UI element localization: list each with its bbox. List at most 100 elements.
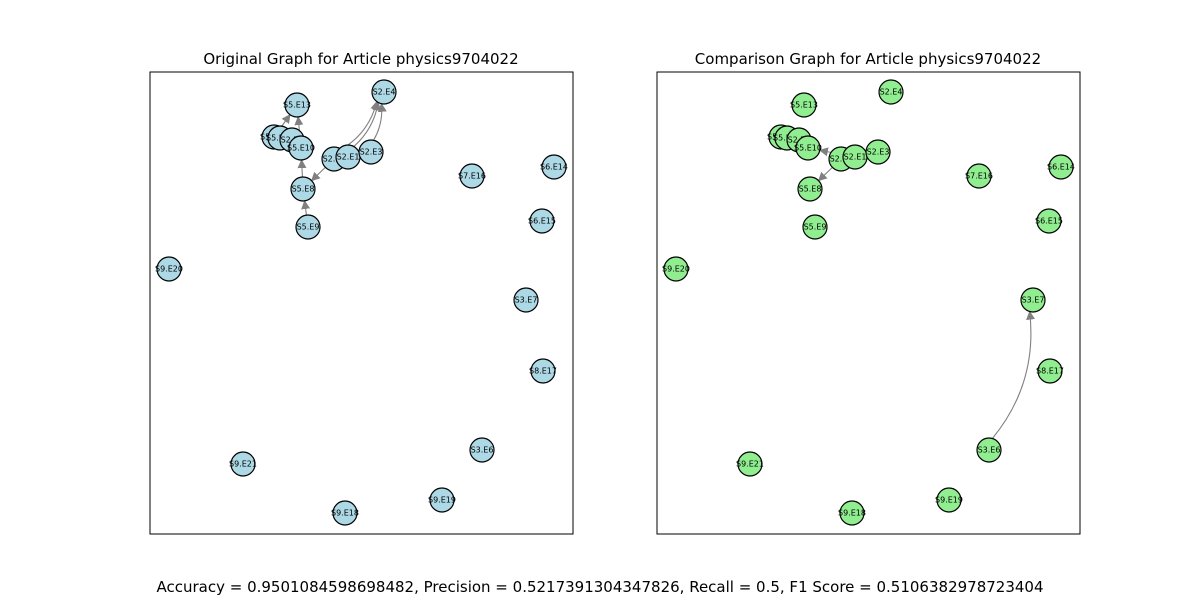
node-label: S2.E4 bbox=[880, 88, 903, 97]
node-S7.E16: S7.E16 bbox=[965, 163, 993, 189]
node-circle bbox=[529, 208, 555, 234]
comparison-graph-title: Comparison Graph for Article physics9704… bbox=[695, 50, 1041, 68]
node-circle bbox=[459, 163, 485, 189]
node-label: S5.E9 bbox=[804, 223, 827, 232]
node-S3.E6: S3.E6 bbox=[976, 437, 1002, 463]
node-label: S3.E7 bbox=[1022, 296, 1045, 305]
node-circle bbox=[839, 500, 865, 526]
node-S5.E9: S5.E9 bbox=[295, 214, 321, 240]
node-label: S2.E1 bbox=[844, 153, 867, 162]
edge-S5.E12-to-S5.E13 bbox=[280, 114, 291, 128]
node-S6.E14: S6.E14 bbox=[540, 154, 568, 180]
node-circle bbox=[663, 256, 689, 282]
node-circle bbox=[513, 287, 539, 313]
node-circle bbox=[371, 79, 397, 105]
node-circle bbox=[1020, 287, 1046, 313]
original-graph-title: Original Graph for Article physics970402… bbox=[203, 50, 518, 68]
node-label: S6.E14 bbox=[1047, 163, 1075, 172]
node-S2.E4: S2.E4 bbox=[878, 79, 904, 105]
node-circle bbox=[936, 487, 962, 513]
node-circle bbox=[1036, 208, 1062, 234]
node-circle bbox=[541, 154, 567, 180]
node-circle bbox=[295, 214, 321, 240]
comparison-graph-panel: Comparison Graph for Article physics9704… bbox=[656, 50, 1081, 535]
node-circle bbox=[1048, 154, 1074, 180]
node-label: S9.E18 bbox=[838, 509, 866, 518]
node-circle bbox=[290, 176, 316, 202]
node-S3.E7: S3.E7 bbox=[1020, 287, 1046, 313]
node-label: S3.E6 bbox=[471, 446, 494, 455]
original-graph-panel: Original Graph for Article physics970402… bbox=[149, 50, 574, 535]
node-label: S2.E2 bbox=[830, 155, 853, 164]
node-S2.E1: S2.E1 bbox=[335, 144, 361, 170]
node-S3.E6: S3.E6 bbox=[469, 437, 495, 463]
node-label: S5.E10 bbox=[794, 144, 822, 153]
node-circle bbox=[737, 451, 763, 477]
node-circle bbox=[966, 163, 992, 189]
node-S9.E20: S9.E20 bbox=[155, 256, 183, 282]
node-S7.E16: S7.E16 bbox=[458, 163, 486, 189]
edge-S2.E2-to-S5.E8 bbox=[310, 166, 326, 182]
node-circle bbox=[791, 92, 817, 118]
node-circle bbox=[284, 92, 310, 118]
node-circle bbox=[795, 135, 821, 161]
node-label: S9.E20 bbox=[155, 265, 183, 274]
node-label: S9.E20 bbox=[662, 265, 690, 274]
node-S2.E4: S2.E4 bbox=[371, 79, 397, 105]
node-label: S9.E21 bbox=[736, 460, 764, 469]
original-graph-frame bbox=[149, 71, 574, 535]
node-label: S2.E4 bbox=[373, 88, 396, 97]
node-S2.E3: S2.E3 bbox=[865, 139, 891, 165]
node-circle bbox=[332, 500, 358, 526]
metrics-summary: Accuracy = 0.9501084598698482, Precision… bbox=[156, 578, 1044, 596]
node-circle bbox=[230, 451, 256, 477]
node-S5.E8: S5.E8 bbox=[290, 176, 316, 202]
node-label: S2.E1 bbox=[337, 153, 360, 162]
node-label: S9.E19 bbox=[428, 496, 456, 505]
node-S6.E14: S6.E14 bbox=[1047, 154, 1075, 180]
node-label: S9.E21 bbox=[229, 460, 257, 469]
node-label: S5.E8 bbox=[292, 185, 315, 194]
edge-S2.E2-to-S5.E8 bbox=[817, 166, 833, 182]
node-S5.E8: S5.E8 bbox=[797, 176, 823, 202]
edge-S5.E9-to-S5.E8 bbox=[301, 200, 311, 216]
node-S9.E19: S9.E19 bbox=[428, 487, 456, 513]
node-label: S8.E17 bbox=[529, 367, 557, 376]
node-label: S5.E10 bbox=[287, 144, 315, 153]
node-S5.E10: S5.E10 bbox=[794, 135, 822, 161]
node-label: S3.E6 bbox=[978, 446, 1001, 455]
node-S8.E17: S8.E17 bbox=[529, 358, 557, 384]
node-S6.E15: S6.E15 bbox=[528, 208, 556, 234]
node-circle bbox=[1037, 358, 1063, 384]
node-label: S5.E13 bbox=[790, 101, 818, 110]
node-S9.E21: S9.E21 bbox=[736, 451, 764, 477]
node-label: S8.E17 bbox=[1036, 367, 1064, 376]
node-label: S6.E15 bbox=[528, 217, 556, 226]
node-circle bbox=[288, 135, 314, 161]
node-S2.E3: S2.E3 bbox=[358, 139, 384, 165]
node-label: S9.E19 bbox=[935, 496, 963, 505]
node-S2.E1: S2.E1 bbox=[842, 144, 868, 170]
node-S5.E13: S5.E13 bbox=[790, 92, 818, 118]
node-circle bbox=[469, 437, 495, 463]
comparison-graph-frame bbox=[656, 71, 1081, 535]
node-S9.E18: S9.E18 bbox=[331, 500, 359, 526]
node-circle bbox=[865, 139, 891, 165]
node-label: S7.E16 bbox=[965, 172, 993, 181]
node-circle bbox=[878, 79, 904, 105]
node-circle bbox=[976, 437, 1002, 463]
node-S5.E13: S5.E13 bbox=[283, 92, 311, 118]
node-label: S2.E3 bbox=[867, 148, 890, 157]
node-label: S7.E16 bbox=[458, 172, 486, 181]
node-label: S2.E3 bbox=[360, 148, 383, 157]
node-S8.E17: S8.E17 bbox=[1036, 358, 1064, 384]
node-S3.E7: S3.E7 bbox=[513, 287, 539, 313]
node-S5.E10: S5.E10 bbox=[287, 135, 315, 161]
node-S6.E15: S6.E15 bbox=[1035, 208, 1063, 234]
node-label: S2.E2 bbox=[323, 155, 346, 164]
node-circle bbox=[530, 358, 556, 384]
node-circle bbox=[797, 176, 823, 202]
node-label: S6.E14 bbox=[540, 163, 568, 172]
node-circle bbox=[358, 139, 384, 165]
